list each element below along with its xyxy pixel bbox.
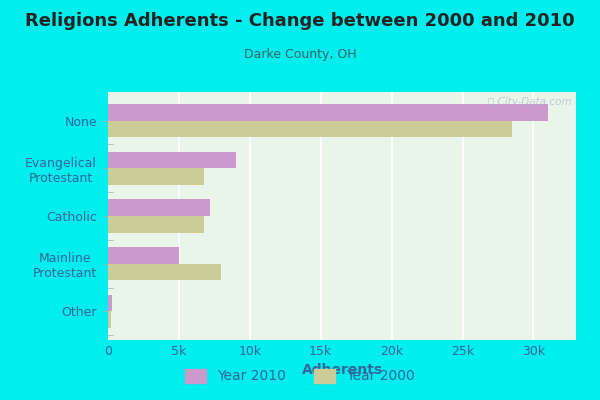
Text: ⓘ City-Data.com: ⓘ City-Data.com	[488, 97, 571, 107]
Bar	[108, 152, 236, 168]
X-axis label: Adherents: Adherents	[301, 364, 383, 378]
Legend: Year 2010, Year 2000: Year 2010, Year 2000	[180, 363, 420, 389]
Text: Religions Adherents - Change between 2000 and 2010: Religions Adherents - Change between 200…	[25, 12, 575, 30]
Text: Darke County, OH: Darke County, OH	[244, 48, 356, 61]
Bar	[108, 311, 111, 328]
Bar	[108, 216, 205, 233]
Bar	[108, 121, 512, 137]
Bar	[108, 168, 205, 185]
Bar	[108, 264, 221, 280]
Bar	[108, 247, 179, 264]
Bar	[108, 199, 210, 216]
Bar	[108, 295, 112, 311]
Bar	[108, 104, 548, 121]
